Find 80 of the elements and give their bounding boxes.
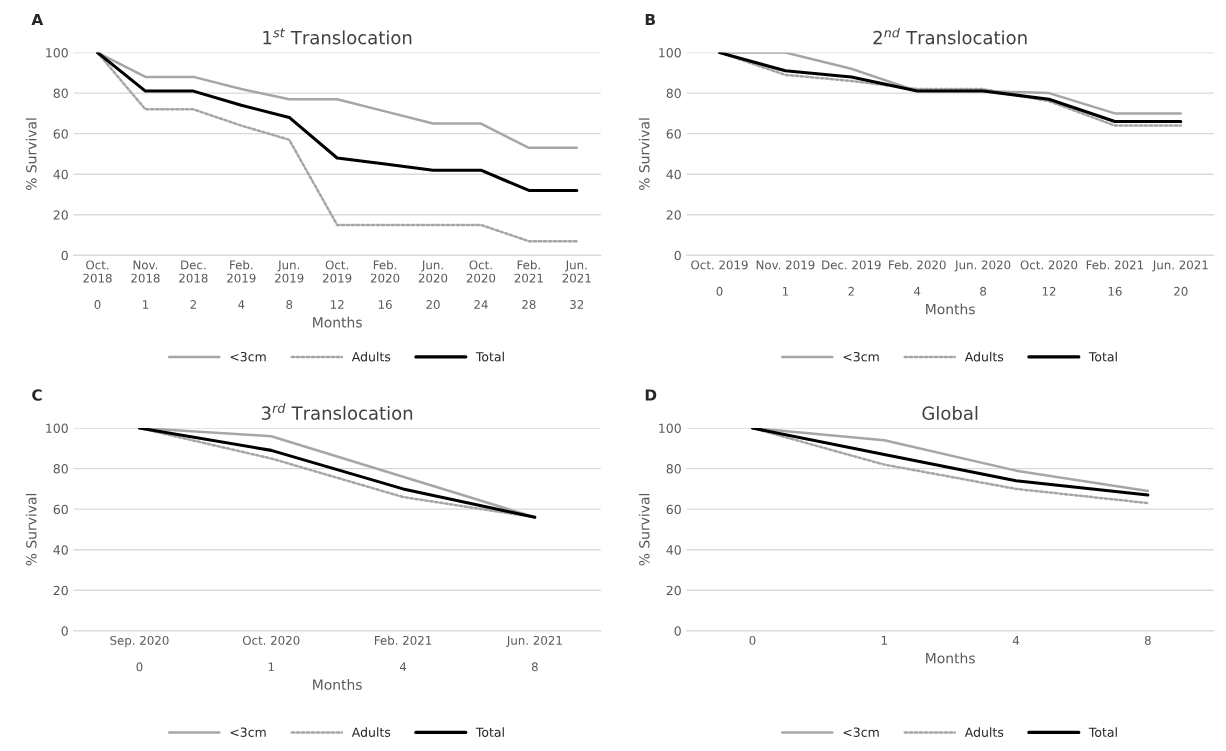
x-axis-title: Months [313, 679, 362, 690]
category-label: Nov. 2018 1 [131, 260, 160, 309]
legend-label: <3cm [843, 351, 879, 362]
legend-label: Adults [964, 351, 1004, 362]
y-tick-label: 100 [659, 48, 681, 58]
y-tick-label: 0 [61, 626, 68, 636]
y-tick-label: 20 [666, 210, 681, 220]
x-axis-title: Months [926, 303, 975, 315]
x-tick-label: 1 [881, 636, 887, 645]
legend-label: Total [475, 351, 504, 362]
category-label: Jun. 2021 20 [1152, 260, 1208, 296]
text: C [32, 389, 42, 401]
category-label: Oct. 2020 1 [242, 635, 300, 672]
y-axis-title: % Survival [638, 493, 650, 566]
category-label: Oct. 2020 24 [466, 260, 496, 309]
legend-label: Adults [964, 727, 1004, 737]
text: B [645, 13, 655, 26]
legend-label: Total [475, 727, 504, 737]
category-label: Oct. 2019 12 [322, 260, 352, 309]
legend-label: Adults [351, 351, 391, 362]
category-label: Feb. 2020 4 [889, 260, 946, 296]
y-tick-label: 20 [53, 210, 68, 220]
x-tick-label: 0 [749, 635, 756, 645]
category-label: Nov. 2019 1 [756, 260, 815, 296]
legend-label: Total [1088, 351, 1117, 362]
category-label: Feb. 2021 28 [514, 260, 543, 309]
y-axis-title: % Survival [25, 493, 37, 566]
chart-title: 3$^{rd}$ Translocation [261, 403, 413, 420]
chart-title: 1$^{st}$ Translocation [263, 28, 412, 45]
category-label: Feb. 2021 16 [1086, 260, 1144, 296]
category-label: Jun. 2020 8 [954, 260, 1011, 296]
category-label: Oct. 2020 12 [1020, 260, 1078, 296]
text: A [31, 13, 44, 26]
y-tick-label: 40 [53, 169, 68, 180]
y-tick-label: 60 [53, 129, 68, 139]
category-label: Dec. 2018 2 [179, 260, 208, 309]
y-tick-label: 80 [53, 464, 68, 474]
y-tick-label: 60 [666, 504, 681, 515]
y-tick-label: 60 [53, 504, 68, 515]
category-label: Sep. 2020 0 [110, 635, 169, 672]
y-axis-title: % Survival [638, 118, 650, 190]
x-axis-title: Months [313, 316, 362, 328]
x-tick-label: 8 [1144, 635, 1151, 645]
category-label: Jun. 2021 8 [506, 635, 562, 672]
y-tick-label: 100 [659, 423, 681, 433]
y-tick-label: 60 [666, 129, 681, 139]
y-tick-label: 80 [666, 88, 681, 99]
legend-label: Adults [351, 727, 391, 737]
legend-label: Total [1088, 727, 1117, 737]
y-tick-label: 20 [666, 585, 681, 596]
category-label: Jun. 2019 8 [275, 260, 304, 309]
y-axis-title: % Survival [25, 118, 37, 190]
y-tick-label: 20 [53, 585, 68, 596]
category-label: Jun. 2021 32 [562, 260, 591, 309]
text: D [645, 389, 657, 401]
chart-title: 2$^{nd}$ Translocation [873, 27, 1027, 45]
category-label: Feb. 2020 16 [370, 260, 400, 309]
y-tick-label: 40 [53, 545, 68, 555]
y-tick-label: 80 [666, 464, 681, 474]
y-tick-label: 0 [674, 626, 681, 636]
line-series [95, 52, 579, 192]
y-tick-label: 100 [46, 423, 68, 433]
y-tick-label: 40 [666, 169, 681, 180]
y-tick-label: 100 [46, 48, 68, 58]
legend-label: <3cm [230, 351, 266, 362]
category-label: Feb. 2021 4 [374, 635, 432, 672]
legend-label: <3cm [230, 727, 266, 737]
category-label: Feb. 2019 4 [227, 260, 256, 309]
y-tick-label: 0 [674, 250, 681, 261]
category-label: Jun. 2020 20 [418, 260, 448, 309]
category-label: Oct. 2019 0 [691, 260, 748, 296]
y-tick-label: 80 [53, 88, 68, 99]
category-label: Dec. 2019 2 [822, 260, 881, 296]
x-axis-title: Months [926, 652, 975, 664]
legend-label: <3cm [843, 727, 879, 737]
x-tick-label: 4 [1012, 636, 1020, 645]
y-tick-label: 0 [61, 250, 68, 261]
chart-title: Global [922, 406, 978, 420]
y-tick-label: 40 [666, 545, 681, 555]
category-label: Oct. 2018 0 [83, 260, 112, 309]
